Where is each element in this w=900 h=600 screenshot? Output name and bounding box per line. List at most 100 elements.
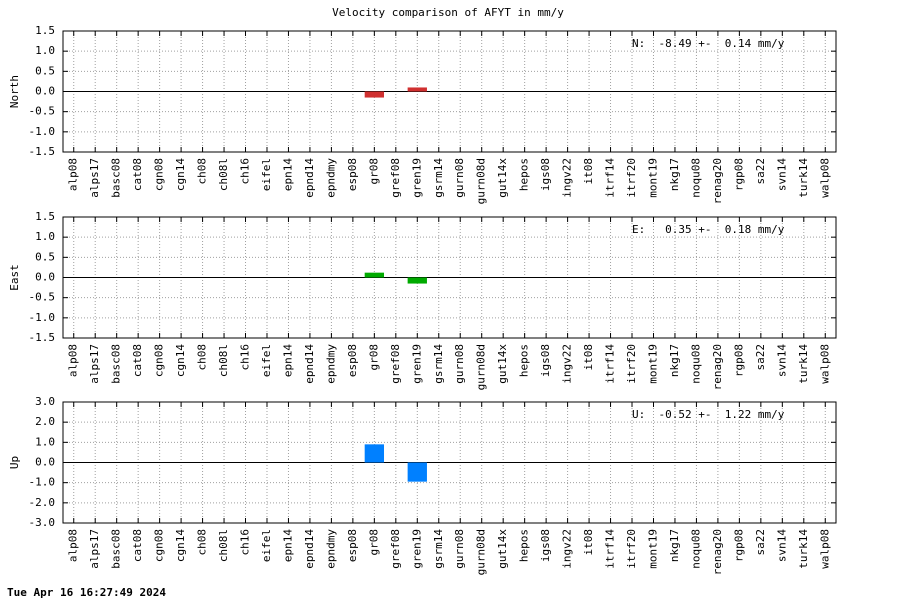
x-tick-label: cat08: [131, 158, 144, 191]
y-tick-label: -1.0: [29, 125, 56, 138]
x-tick-label: itrf14: [604, 344, 617, 384]
y-tick-label: 3.0: [35, 395, 55, 408]
x-tick-label: epn14: [281, 529, 294, 562]
y-tick-label: 0.0: [35, 456, 55, 469]
y-tick-label: -1.0: [29, 311, 56, 324]
x-tick-label: epndmy: [324, 344, 337, 384]
x-tick-label: gurn08d: [475, 344, 488, 390]
x-tick-label: eifel: [260, 529, 273, 562]
bar: [364, 272, 385, 278]
x-tick-label: svn14: [775, 158, 788, 191]
x-tick-label: epndmy: [324, 158, 337, 198]
x-tick-label: cat08: [131, 529, 144, 562]
x-tick-label: epn14: [281, 158, 294, 191]
x-tick-label: ingv22: [561, 529, 574, 569]
x-tick-label: ch08: [196, 529, 209, 556]
x-tick-label: alp08: [67, 529, 80, 562]
annotation: N: -8.49 +- 0.14 mm/y: [632, 37, 785, 50]
y-axis-label: North: [8, 75, 21, 108]
x-tick-label: gut14x: [496, 344, 509, 384]
x-tick-label: gurn08: [453, 158, 466, 198]
x-tick-label: rgp08: [732, 529, 745, 562]
x-tick-label: eifel: [260, 344, 273, 377]
x-tick-label: itrf14: [604, 529, 617, 569]
x-tick-label: alps17: [88, 344, 101, 384]
x-tick-label: sa22: [754, 529, 767, 556]
x-tick-label: sa22: [754, 344, 767, 371]
y-tick-label: -0.5: [29, 105, 56, 118]
x-tick-label: gren19: [410, 158, 423, 198]
x-tick-label: basc08: [110, 344, 123, 384]
x-tick-label: alps17: [88, 529, 101, 569]
x-tick-label: it08: [582, 529, 595, 556]
x-tick-label: renag20: [711, 344, 724, 390]
bar: [364, 91, 385, 98]
x-tick-label: mont19: [646, 344, 659, 384]
x-tick-label: ch16: [239, 529, 252, 556]
timestamp: Tue Apr 16 16:27:49 2024: [7, 586, 166, 599]
x-tick-label: gref08: [389, 344, 402, 384]
x-tick-label: hepos: [518, 344, 531, 377]
x-tick-label: cgn14: [174, 529, 187, 562]
x-tick-label: epn14: [281, 344, 294, 377]
plot-frame: [62, 401, 837, 524]
x-tick-label: walp08: [818, 158, 831, 198]
x-tick-label: cat08: [131, 344, 144, 377]
x-tick-label: igs08: [539, 529, 552, 562]
x-tick-label: gsrm14: [432, 529, 445, 569]
x-tick-label: turk14: [797, 344, 810, 384]
x-tick-label: cgn14: [174, 158, 187, 191]
y-tick-label: -3.0: [29, 516, 56, 529]
bar: [364, 444, 385, 463]
x-tick-label: walp08: [818, 529, 831, 569]
y-tick-label: 2.0: [35, 415, 55, 428]
x-tick-label: noqu08: [689, 344, 702, 384]
x-tick-label: epndmy: [324, 529, 337, 569]
x-tick-label: rgp08: [732, 344, 745, 377]
y-tick-label: 1.0: [35, 435, 55, 448]
x-tick-label: basc08: [110, 158, 123, 198]
x-tick-label: noqu08: [689, 158, 702, 198]
x-tick-label: cgn08: [153, 529, 166, 562]
y-tick-label: -1.5: [29, 145, 56, 158]
x-tick-label: walp08: [818, 344, 831, 384]
x-tick-label: svn14: [775, 344, 788, 377]
y-tick-label: 1.5: [35, 24, 55, 37]
x-tick-label: gref08: [389, 529, 402, 569]
y-tick-label: -2.0: [29, 496, 56, 509]
x-tick-label: esp08: [346, 344, 359, 377]
x-tick-label: ch08: [196, 158, 209, 185]
x-tick-label: esp08: [346, 158, 359, 191]
x-tick-label: epnd14: [303, 158, 316, 198]
x-tick-label: gr08: [367, 344, 380, 371]
bar: [407, 87, 427, 92]
x-tick-label: cgn14: [174, 344, 187, 377]
bar: [407, 462, 427, 482]
x-tick-label: gurn08d: [475, 158, 488, 204]
x-tick-label: mont19: [646, 158, 659, 198]
x-tick-label: gsrm14: [432, 158, 445, 198]
x-tick-label: ch08l: [217, 529, 230, 562]
x-tick-label: ch08l: [217, 344, 230, 377]
x-tick-label: gsrm14: [432, 344, 445, 384]
x-tick-label: ch16: [239, 344, 252, 371]
x-tick-label: ingv22: [561, 344, 574, 384]
x-tick-label: cgn08: [153, 344, 166, 377]
x-tick-label: gurn08: [453, 529, 466, 569]
y-tick-label: -1.0: [29, 476, 56, 489]
y-tick-label: 1.0: [35, 44, 55, 57]
x-tick-label: esp08: [346, 529, 359, 562]
x-tick-label: mont19: [646, 529, 659, 569]
x-tick-label: nkg17: [668, 158, 681, 191]
x-tick-label: it08: [582, 344, 595, 371]
y-tick-label: 0.5: [35, 250, 55, 263]
x-tick-label: alp08: [67, 158, 80, 191]
y-tick-label: 0.5: [35, 64, 55, 77]
x-tick-label: rgp08: [732, 158, 745, 191]
x-tick-label: nkg17: [668, 344, 681, 377]
x-tick-label: itrf20: [625, 344, 638, 384]
y-tick-label: -0.5: [29, 291, 56, 304]
x-tick-label: gren19: [410, 529, 423, 569]
x-tick-label: itrf20: [625, 529, 638, 569]
x-tick-label: renag20: [711, 529, 724, 575]
